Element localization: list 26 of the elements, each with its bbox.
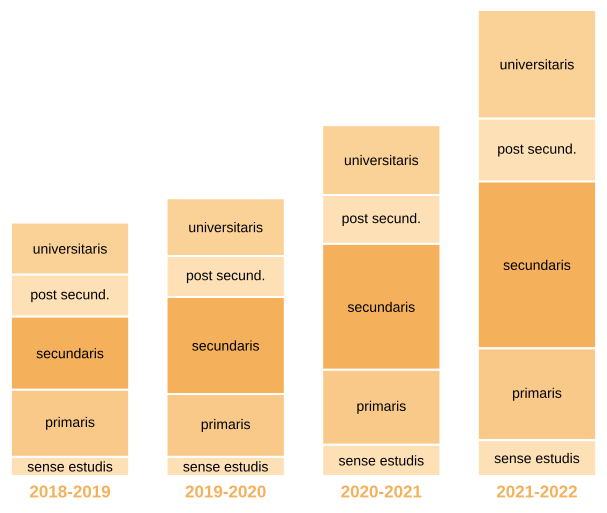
text: primaris [46, 416, 94, 430]
text: sense estudis [494, 452, 580, 464]
series-label: universitaris [34, 243, 107, 254]
text: post secund. [498, 144, 576, 157]
text: sense estudis [338, 455, 424, 466]
series-label: secundaris [192, 340, 260, 351]
bar [321, 124, 442, 196]
series-label: sense estudis [28, 461, 112, 472]
text: universitaris [500, 59, 574, 70]
text: primaris [512, 388, 562, 401]
text: secundaris [36, 348, 104, 358]
text: post secund. [342, 212, 420, 226]
x-tick-label: 2018-2019 [30, 486, 110, 498]
text: universitaris [344, 154, 418, 166]
text: sense estudis [183, 461, 268, 472]
x-tick-label: 2020-2021 [341, 486, 422, 498]
text: primaris [357, 400, 406, 414]
text: universitaris [189, 222, 263, 232]
bar [476, 10, 598, 120]
text: secundaris [504, 260, 570, 270]
series-label: post secund. [186, 270, 264, 284]
text: post secund. [31, 289, 108, 302]
x-tick-label: 2019-2020 [186, 486, 266, 498]
text: secundaris [348, 302, 415, 312]
x-tick-label: 2021-2022 [496, 486, 577, 498]
series-label: primaris [202, 418, 250, 432]
